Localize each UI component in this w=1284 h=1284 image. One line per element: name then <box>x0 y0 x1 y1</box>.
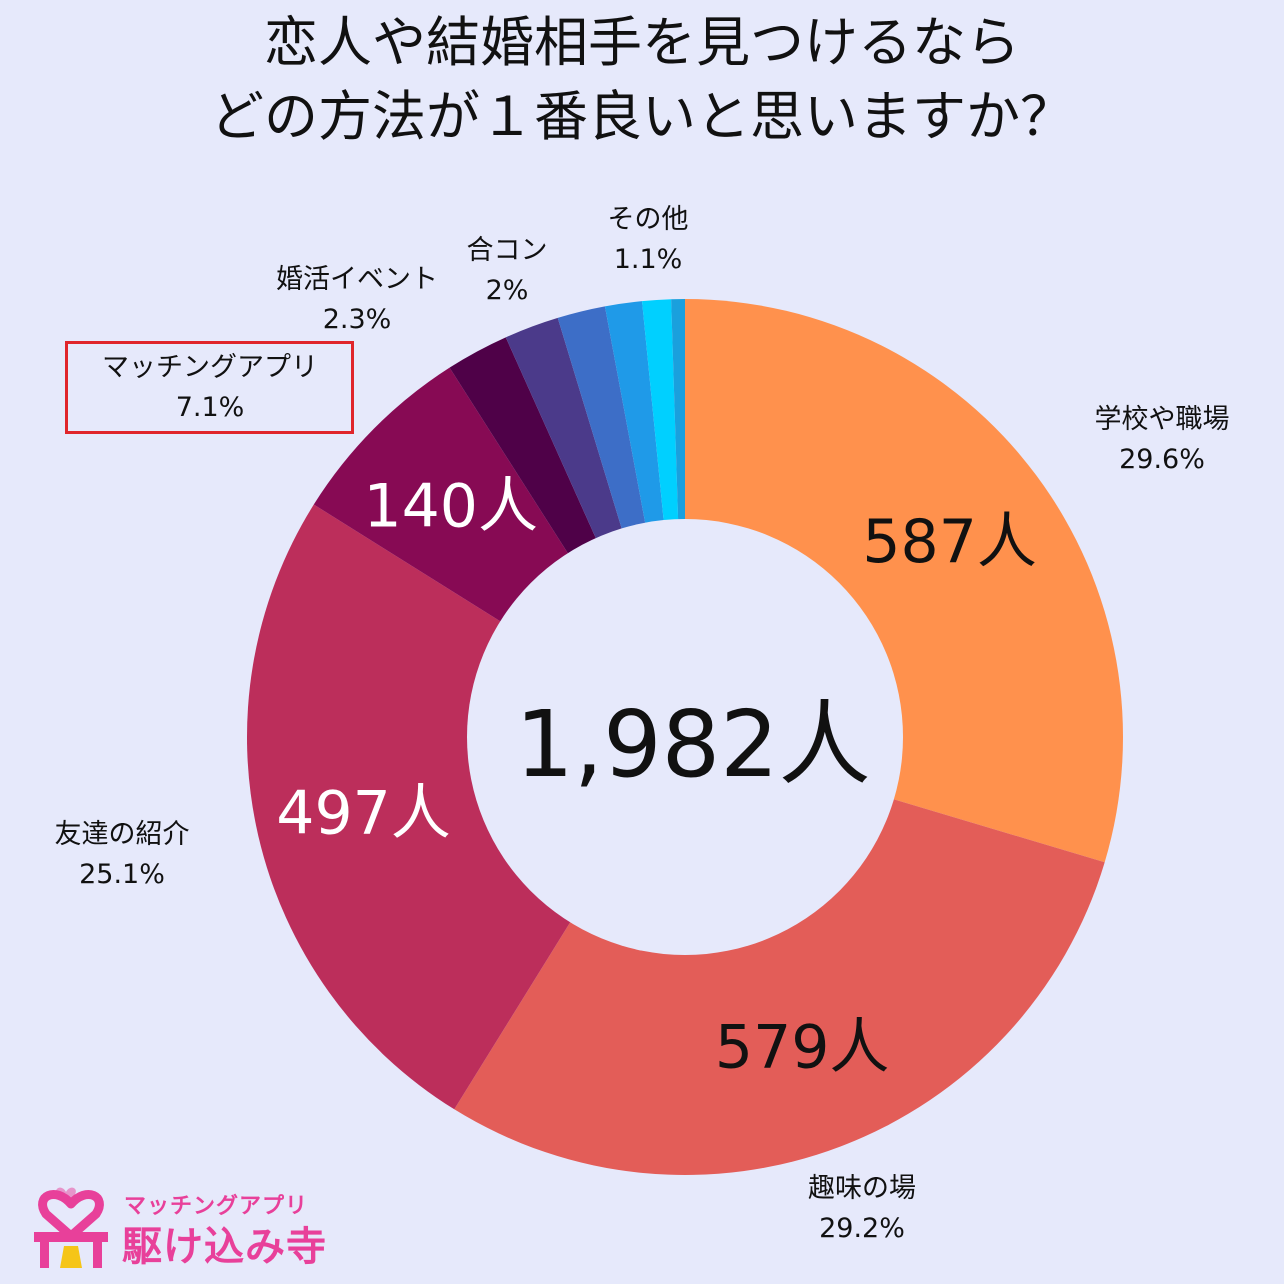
label-percent: 2.3% <box>322 304 392 335</box>
pie-slice-1 <box>454 737 1105 1175</box>
slice-count-label-3: 140人 <box>363 472 538 542</box>
donut-hole <box>467 519 903 955</box>
label-percent: 1.1% <box>613 244 683 275</box>
temple-heart-icon <box>34 1187 108 1268</box>
highlight-box <box>65 341 354 434</box>
slice-count-label-2: 497人 <box>276 779 451 849</box>
pie-slice-2 <box>246 504 686 1110</box>
logo-small-text: マッチングアプリ <box>124 1194 309 1219</box>
label-percent: 25.1% <box>79 859 165 890</box>
label-goukon: 合コン 2% <box>467 231 548 311</box>
label-percent: 29.2% <box>819 1213 905 1244</box>
label-konkatsu-event: 婚活イベント 2.3% <box>276 260 438 340</box>
chart-title: 恋人や結婚相手を見つけるなら どの方法が１番良いと思いますか？ <box>0 6 1284 154</box>
label-matching-app: マッチングアプリ 7.1% <box>102 348 318 428</box>
label-name: その他 <box>607 204 689 235</box>
label-name: マッチングアプリ <box>102 352 318 383</box>
brand-logo: マッチングアプリ 駆け込み寺 <box>26 1174 356 1270</box>
slice-count-label-0: 587人 <box>862 507 1037 577</box>
label-percent: 7.1% <box>175 392 245 423</box>
label-other: その他 1.1% <box>608 200 689 280</box>
label-name: 婚活イベント <box>276 264 438 295</box>
label-name: 友達の紹介 <box>54 819 190 850</box>
title-line-1: 恋人や結婚相手を見つけるなら <box>264 11 1020 74</box>
title-line-2: どの方法が１番良いと思いますか？ <box>210 85 1074 148</box>
label-percent: 29.6% <box>1119 444 1205 475</box>
label-percent: 2% <box>485 275 529 306</box>
label-hobby: 趣味の場 29.2% <box>808 1169 916 1249</box>
label-school-work: 学校や職場 29.6% <box>1095 400 1230 480</box>
slice-count-label-1: 579人 <box>715 1012 890 1082</box>
label-friend-intro: 友達の紹介 25.1% <box>55 815 190 895</box>
label-name: 学校や職場 <box>1094 404 1230 435</box>
label-name: 趣味の場 <box>808 1173 916 1204</box>
center-total-label: 1,982人 <box>515 691 870 798</box>
logo-main-text: 駆け込み寺 <box>122 1224 327 1270</box>
label-name: 合コン <box>466 235 548 266</box>
